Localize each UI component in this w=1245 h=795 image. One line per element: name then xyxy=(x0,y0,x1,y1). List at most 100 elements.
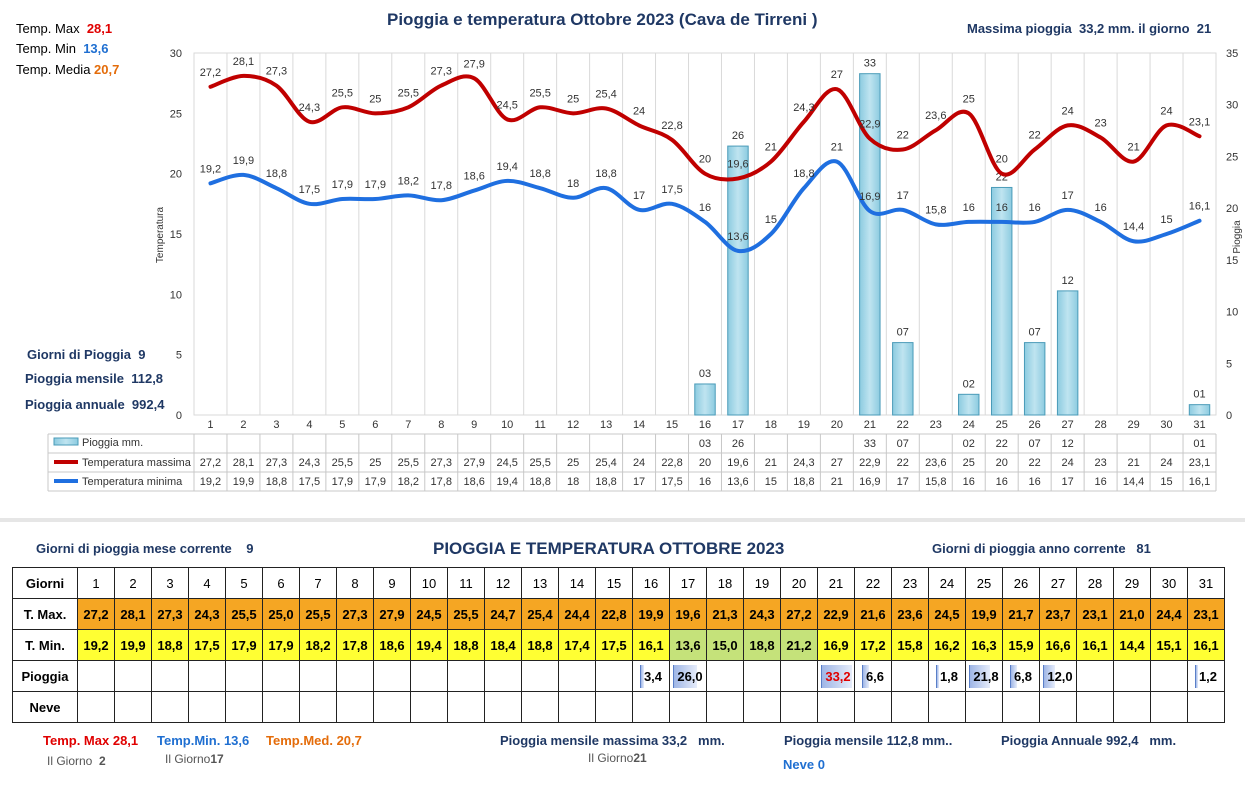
rain-cell-bar xyxy=(1043,664,1056,688)
table-tmin-value: 19,9 xyxy=(233,476,254,488)
footer-max-month-day-value: 21 xyxy=(633,751,647,765)
rain-cell xyxy=(225,660,263,692)
max-cell: 21,3 xyxy=(706,598,744,630)
tmin-point-label: 17,5 xyxy=(299,184,320,196)
neve-cell xyxy=(336,691,374,723)
neve-cell xyxy=(373,691,411,723)
stat-tmin-value: 13,6 xyxy=(83,41,109,56)
tmax-point-label: 25,5 xyxy=(332,87,353,99)
tmax-point-label: 27 xyxy=(831,69,843,81)
rain-bar xyxy=(859,73,881,416)
table-tmax-value: 27 xyxy=(831,457,843,469)
x-tick-label: 12 xyxy=(567,419,579,431)
x-tick-label: 22 xyxy=(897,419,909,431)
rain-cell-bar xyxy=(935,664,939,688)
rain-bar xyxy=(958,393,980,416)
table-tmax-value: 24,3 xyxy=(793,457,814,469)
stat-pioggia-mensile: Pioggia mensile 112,8 xyxy=(25,371,163,386)
max-rain-day: 21 xyxy=(1196,21,1212,36)
min-cell: 19,2 xyxy=(77,629,115,661)
days-cell: 24 xyxy=(928,567,966,599)
max-cell: 24,7 xyxy=(484,598,522,630)
days-cell: 23 xyxy=(891,567,929,599)
tmin-point-label: 18 xyxy=(567,178,579,190)
legend-rain-key xyxy=(53,437,79,446)
stat-tmed-value: 20,7 xyxy=(94,62,120,77)
rain-cell xyxy=(558,660,596,692)
max-cell: 27,2 xyxy=(780,598,818,630)
tmax-point-label: 23,6 xyxy=(925,110,946,122)
tmin-point-label: 18,8 xyxy=(793,168,814,180)
rain-cell xyxy=(706,660,744,692)
neve-cell xyxy=(965,691,1003,723)
days-cell: 5 xyxy=(225,567,263,599)
rain-cell: 6,8 xyxy=(1002,660,1040,692)
min-cell: 19,9 xyxy=(114,629,152,661)
min-cell: 15,1 xyxy=(1150,629,1188,661)
x-tick-label: 17 xyxy=(732,419,744,431)
days-cell: 11 xyxy=(447,567,485,599)
min-cell: 16,1 xyxy=(632,629,670,661)
x-tick-label: 8 xyxy=(438,419,444,431)
y-axis-label: Temperatura xyxy=(155,206,166,263)
rain-bar-label: 07 xyxy=(897,327,909,339)
max-cell: 24,4 xyxy=(558,598,596,630)
days-cell: 16 xyxy=(632,567,670,599)
x-tick-label: 11 xyxy=(534,419,545,431)
table-tmin-value: 21 xyxy=(831,476,843,488)
tmax-point-label: 27,3 xyxy=(266,66,287,78)
rain-bar xyxy=(727,145,749,416)
neve-cell xyxy=(1113,691,1151,723)
max-cell: 19,9 xyxy=(632,598,670,630)
tmax-point-label: 25 xyxy=(567,93,579,105)
rain-cell-bar xyxy=(969,664,991,688)
rain-cell: 1,2 xyxy=(1187,660,1225,692)
min-cell: 18,8 xyxy=(151,629,189,661)
table-tmax-value: 20 xyxy=(699,457,711,469)
x-tick-label: 30 xyxy=(1160,419,1172,431)
tmin-point-label: 17,9 xyxy=(365,179,386,191)
days-cell: 8 xyxy=(336,567,374,599)
rain-cell-value: 26,0 xyxy=(673,664,703,688)
rain-cell xyxy=(188,660,226,692)
days-cell: 20 xyxy=(780,567,818,599)
rain-cell: 33,2 xyxy=(817,660,855,692)
rain-cell-value: 1,2 xyxy=(1194,664,1217,688)
rain-bar xyxy=(694,383,716,416)
table-tmax-value: 22 xyxy=(897,457,909,469)
table-tmax-value: 25,5 xyxy=(332,457,353,469)
mensile-label: Pioggia mensile xyxy=(25,371,124,386)
min-cell: 16,9 xyxy=(817,629,855,661)
neve-cell xyxy=(1150,691,1188,723)
days-cell: 22 xyxy=(854,567,892,599)
table-row-tmax: T. Max. 27,2 28,1 27,3 24,3 25,5 25,0 25,5 27,3 2… xyxy=(12,598,1225,630)
table-tmin-value: 18,8 xyxy=(793,476,814,488)
y2-tick-label: 0 xyxy=(1226,410,1232,422)
tmax-point-label: 25 xyxy=(963,93,975,105)
rain-cell: 26,0 xyxy=(669,660,707,692)
stat-giorni-pioggia: Giorni di Pioggia 9 xyxy=(27,347,145,362)
rain-bar xyxy=(1023,342,1046,416)
footer-tmed-value: 20,7 xyxy=(336,733,362,748)
rain-cell-bar xyxy=(821,664,853,688)
legend-rain-label: Pioggia mm. xyxy=(82,437,143,449)
rain-cell xyxy=(521,660,559,692)
data-table: Pioggia mm. Temperatura massima Temperatur… xyxy=(47,433,1217,492)
tmax-point-label: 24 xyxy=(1062,105,1074,117)
neve-cell xyxy=(410,691,448,723)
min-cell: 18,4 xyxy=(484,629,522,661)
x-tick-label: 20 xyxy=(831,419,843,431)
days-cell: 12 xyxy=(484,567,522,599)
days-cell: 19 xyxy=(743,567,781,599)
rain-cell-value: 1,8 xyxy=(935,664,958,688)
x-tick-label: 7 xyxy=(405,419,411,431)
min-cell: 16,6 xyxy=(1039,629,1077,661)
table-tmax-value: 24 xyxy=(1062,457,1074,469)
rain-bar xyxy=(990,186,1013,416)
table-tmax-value: 22,9 xyxy=(859,457,880,469)
rain-cell: 12,0 xyxy=(1039,660,1077,692)
table-tmin-value: 16 xyxy=(996,476,1008,488)
table-tmin-value: 16,1 xyxy=(1189,476,1210,488)
table-tmax-value: 22,8 xyxy=(661,457,682,469)
